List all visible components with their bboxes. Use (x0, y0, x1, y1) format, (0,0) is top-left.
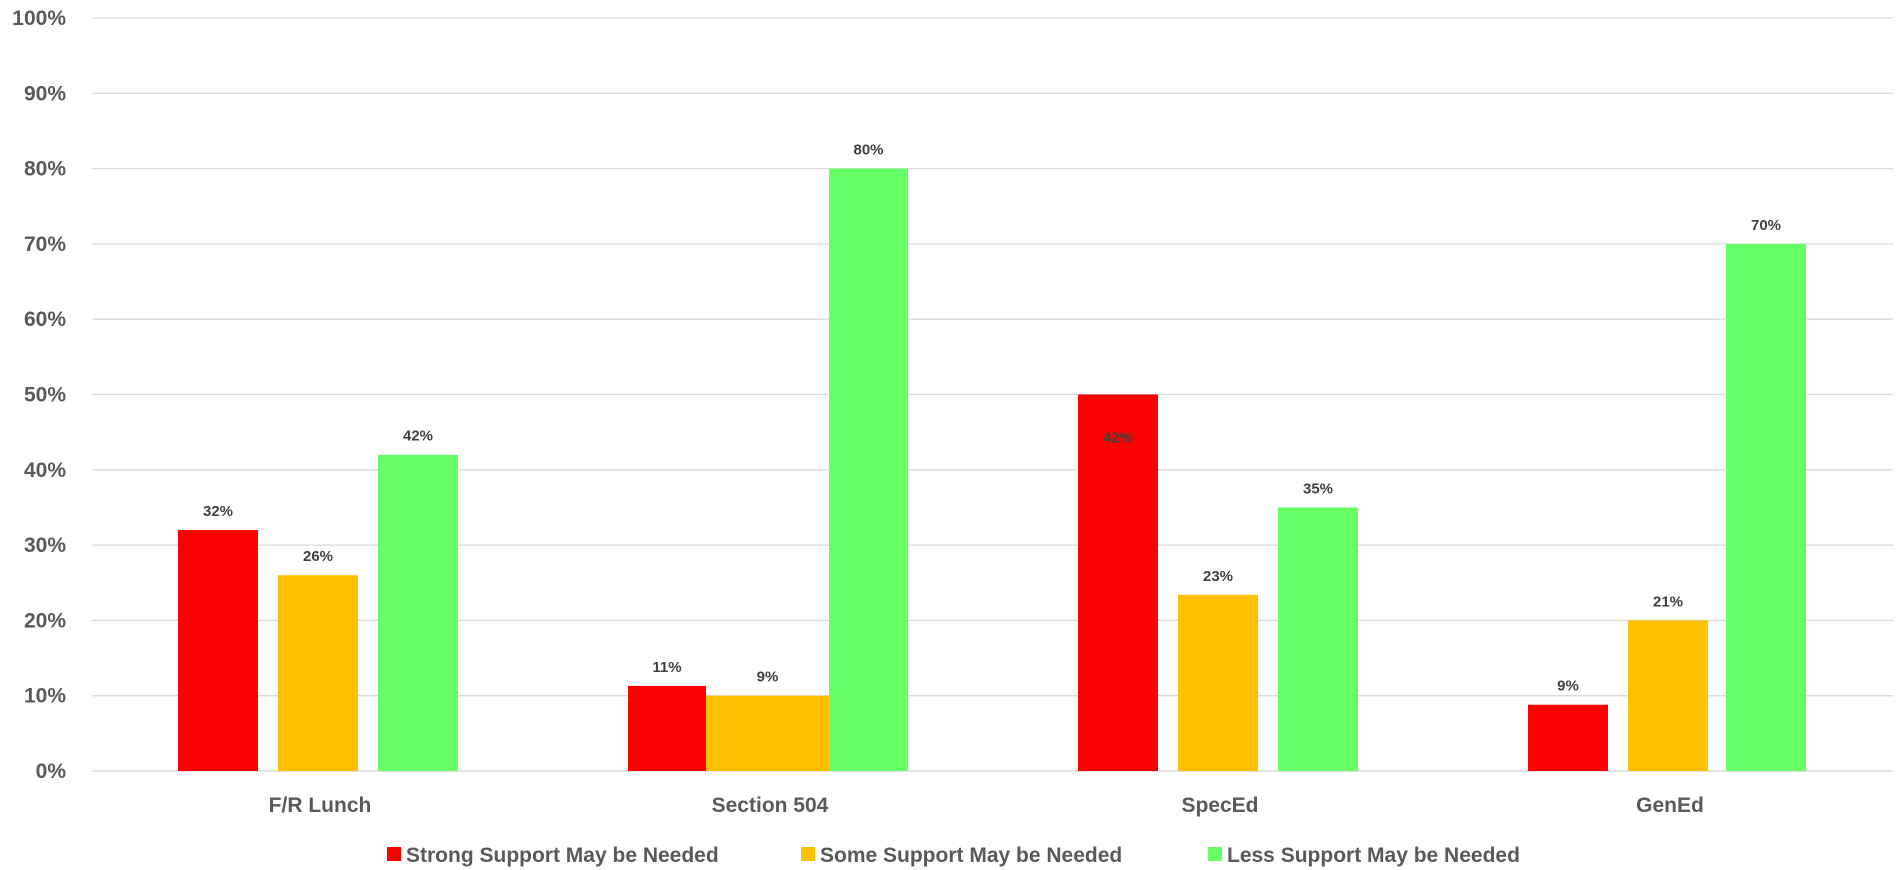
y-axis-tick-labels: 0% 10% 20% 30% 40% 50% 60% 70% 80% 90% 100% (12, 7, 66, 783)
y-tick-label: 70% (24, 233, 66, 256)
data-label: 9% (757, 669, 779, 686)
bars (178, 168, 1806, 772)
data-label: 21% (1653, 593, 1683, 610)
x-axis-category-labels: F/R Lunch Section 504 SpecEd GenEd (269, 794, 1704, 817)
gridlines (92, 17, 1893, 772)
y-tick-label: 50% (24, 384, 66, 407)
bar (378, 454, 458, 771)
data-label: 42% (403, 428, 433, 445)
bar (178, 530, 258, 771)
legend-swatch (1208, 847, 1222, 861)
legend-label: Strong Support May be Needed (406, 844, 719, 867)
data-label: 35% (1303, 480, 1333, 497)
bar (1078, 394, 1158, 771)
data-label: 26% (303, 548, 333, 565)
y-tick-label: 90% (24, 82, 66, 105)
y-tick-label: 80% (24, 158, 66, 181)
x-category-label: GenEd (1636, 794, 1704, 817)
bar (1528, 704, 1608, 771)
data-label: 11% (652, 659, 681, 676)
data-labels: 32% 26% 42% 11% 9% 80% 42% 23% 35% 9% 21% 70% (203, 142, 1781, 695)
legend-swatch (801, 847, 815, 861)
x-category-label: SpecEd (1181, 794, 1258, 817)
legend-swatch (387, 847, 401, 861)
legend: Strong Support May be Needed Some Support… (387, 844, 1520, 867)
bar (706, 695, 829, 771)
bar (1628, 620, 1708, 771)
bar (1278, 507, 1358, 771)
bar (1178, 594, 1258, 771)
bar (1726, 243, 1806, 771)
bar (628, 685, 706, 771)
bar (829, 168, 908, 772)
data-label: 32% (203, 503, 233, 520)
y-tick-label: 10% (24, 685, 66, 708)
data-label: 80% (853, 142, 883, 159)
legend-label: Some Support May be Needed (820, 844, 1122, 867)
x-category-label: F/R Lunch (269, 794, 372, 817)
data-label: 70% (1751, 217, 1781, 234)
data-label: 23% (1203, 568, 1233, 585)
legend-label: Less Support May be Needed (1227, 844, 1520, 867)
data-label: 9% (1557, 678, 1579, 695)
y-tick-label: 0% (36, 760, 67, 783)
y-tick-label: 20% (24, 609, 66, 632)
y-tick-label: 30% (24, 534, 66, 557)
data-label: 42% (1103, 430, 1133, 447)
y-tick-label: 40% (24, 459, 66, 482)
y-tick-label: 100% (12, 7, 66, 30)
y-tick-label: 60% (24, 308, 66, 331)
x-category-label: Section 504 (712, 794, 829, 817)
bar (278, 575, 358, 771)
